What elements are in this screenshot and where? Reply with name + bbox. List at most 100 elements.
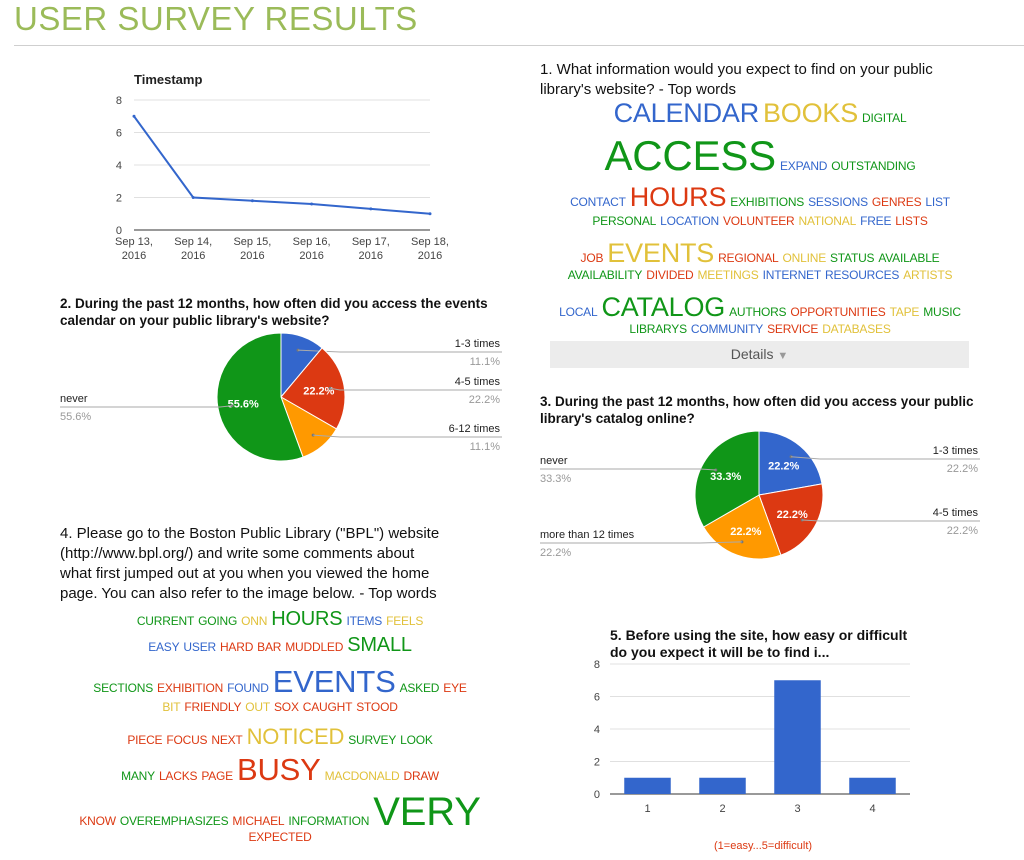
q2-title: 2. During the past 12 months, how often … [60,296,488,328]
cloud-word: OUT [245,700,270,714]
q4-word-cloud: CURRENT GOING ONN HOURS ITEMS FEELS EASY USER HA… [70,608,490,854]
pie-slice-label: 22.2% [303,385,334,397]
cloud-word: SOX [274,700,299,714]
cloud-line: CALENDAR BOOKS DIGITAL [540,98,980,132]
cloud-word: EXPECTED [248,830,312,844]
cloud-word: DIVIDED [646,268,694,282]
q1-title: 1. What information would you expect to … [540,61,933,98]
x-tick-label: Sep 13, [115,236,153,248]
q3-title: 3. During the past 12 months, how often … [540,394,974,426]
x-tick-label: 1 [644,803,650,815]
cloud-word: COMMUNITY [690,322,764,336]
cloud-word: BOOKS [763,98,859,128]
cloud-word: STOOD [356,700,398,714]
cloud-word: NEXT [211,733,243,747]
cloud-word: DRAW [403,769,439,783]
cloud-word: CONTACT [570,195,626,209]
x-tick-label: Sep 18, [411,236,449,248]
legend-value: 11.1% [470,441,501,453]
cloud-word: MACDONALD [324,769,400,783]
cloud-line: PIECE FOCUS NEXT NOTICED SURVEY LOOK [70,724,490,752]
cloud-word: MICHAEL [232,814,285,828]
cloud-word: REGIONAL [718,251,779,265]
bar [624,777,671,794]
x-tick-label: 2016 [240,250,264,262]
details-label: Details [730,346,774,362]
cloud-word: INFORMATION [288,814,370,828]
y-tick-label: 2 [594,757,600,769]
timestamp-line-chart: Timestamp 0 2 4 6 8 Sep 13, 2016 Sep 14, 2016 Sep … [115,72,449,262]
pie-slice [702,494,782,560]
x-tick-label: 2016 [299,250,323,262]
q3-pie-chart: 22.2% 1-3 times 22.2% 22.2% 4-5 times 22.2% 22… [540,430,980,560]
cloud-line: LIBRARYS COMMUNITY SERVICE DATABASES [540,322,980,344]
cloud-line: PERSONAL LOCATION VOLUNTEER NATIONAL FREE LIS… [540,214,980,238]
leader-dot [740,540,744,544]
x-tick-label: 2016 [359,250,383,262]
cloud-word: FOUND [227,681,269,695]
cloud-word: EXPAND [780,159,828,173]
legend-label: 4-5 times [933,507,979,519]
cloud-word: HOURS [271,608,343,630]
leader-line [313,434,502,438]
series-point [369,207,373,211]
cloud-word: CALENDAR [613,98,760,128]
cloud-line: SECTIONS EXHIBITION FOUND EVENTS ASKED EYE [70,664,490,700]
series-point [132,114,136,118]
cloud-word: OUTSTANDING [831,159,916,173]
cloud-word: JOB [580,251,604,265]
cloud-word: AVAILABILITY [567,268,643,282]
q4-title-line: page. You can also refer to the image be… [60,585,437,602]
cloud-word: FREE [860,214,892,228]
pie-slice-label: 33.3% [710,471,741,483]
cloud-line: EXPECTED [70,830,490,854]
cloud-word: VOLUNTEER [722,214,795,228]
legend-label: 4-5 times [455,376,501,388]
cloud-word: EXHIBITION [157,681,224,695]
q1-word-cloud: CALENDAR BOOKS DIGITAL ACCESS EXPAND OUTSTAND… [540,98,980,344]
y-tick-label: 4 [116,160,122,172]
q2-pie-chart: 1-3 times 11.1% 22.2% 4-5 times 22.2% 6-12 ti… [60,332,502,462]
cloud-word: MUDDLED [285,640,344,654]
cloud-word: STATUS [830,251,875,265]
cloud-word: AVAILABLE [878,251,940,265]
cloud-line: AVAILABILITY DIVIDED MEETINGS INTERNET RESOU… [540,268,980,292]
cloud-word: VERY [373,790,481,834]
q5-title: 5. Before using the site, how easy or di… [610,627,908,660]
cloud-word: FRIENDLY [184,700,242,714]
x-tick-label: 2016 [181,250,205,262]
legend-label: 1-3 times [933,445,979,457]
line-chart-title: Timestamp [134,72,202,87]
cloud-word: MUSIC [923,305,961,319]
cloud-word: SERVICE [767,322,819,336]
cloud-word: MEETINGS [697,268,759,282]
cloud-line: LOCAL CATALOG AUTHORS OPPORTUNITIES TAPE MUSI… [540,292,980,322]
leader-dot [311,433,315,437]
cloud-word: ONN [241,614,268,628]
x-tick-label: 2016 [418,250,442,262]
x-tick-label: Sep 15, [233,236,271,248]
legend-label: more than 12 times [540,529,635,541]
pie-slice-label: 22.2% [777,509,808,521]
q4-title-line: (http://www.bpl.org/) and write some com… [60,545,415,562]
cloud-word: INTERNET [762,268,822,282]
cloud-word: LIST [925,195,950,209]
cloud-word: ITEMS [346,614,383,628]
cloud-line: BIT FRIENDLY OUT SOX CAUGHT STOOD [70,700,490,724]
cloud-word: EVENTS [272,664,396,699]
x-tick-label: 2016 [122,250,146,262]
legend-value: 11.1% [470,356,501,368]
cloud-word: SECTIONS [93,681,154,695]
cloud-word: ARTISTS [903,268,953,282]
legend-label: 1-3 times [455,338,501,350]
details-button[interactable]: Details ▼ [550,341,969,368]
cloud-word: FOCUS [166,733,208,747]
series-point [428,212,432,216]
cloud-word: EVENTS [607,238,715,268]
cloud-word: DIGITAL [862,111,907,125]
cloud-word: CURRENT [136,614,195,628]
leader-line [330,387,502,391]
bar [774,680,821,794]
cloud-word: LOCATION [660,214,719,228]
pie-slice-label: 55.6% [228,399,259,411]
